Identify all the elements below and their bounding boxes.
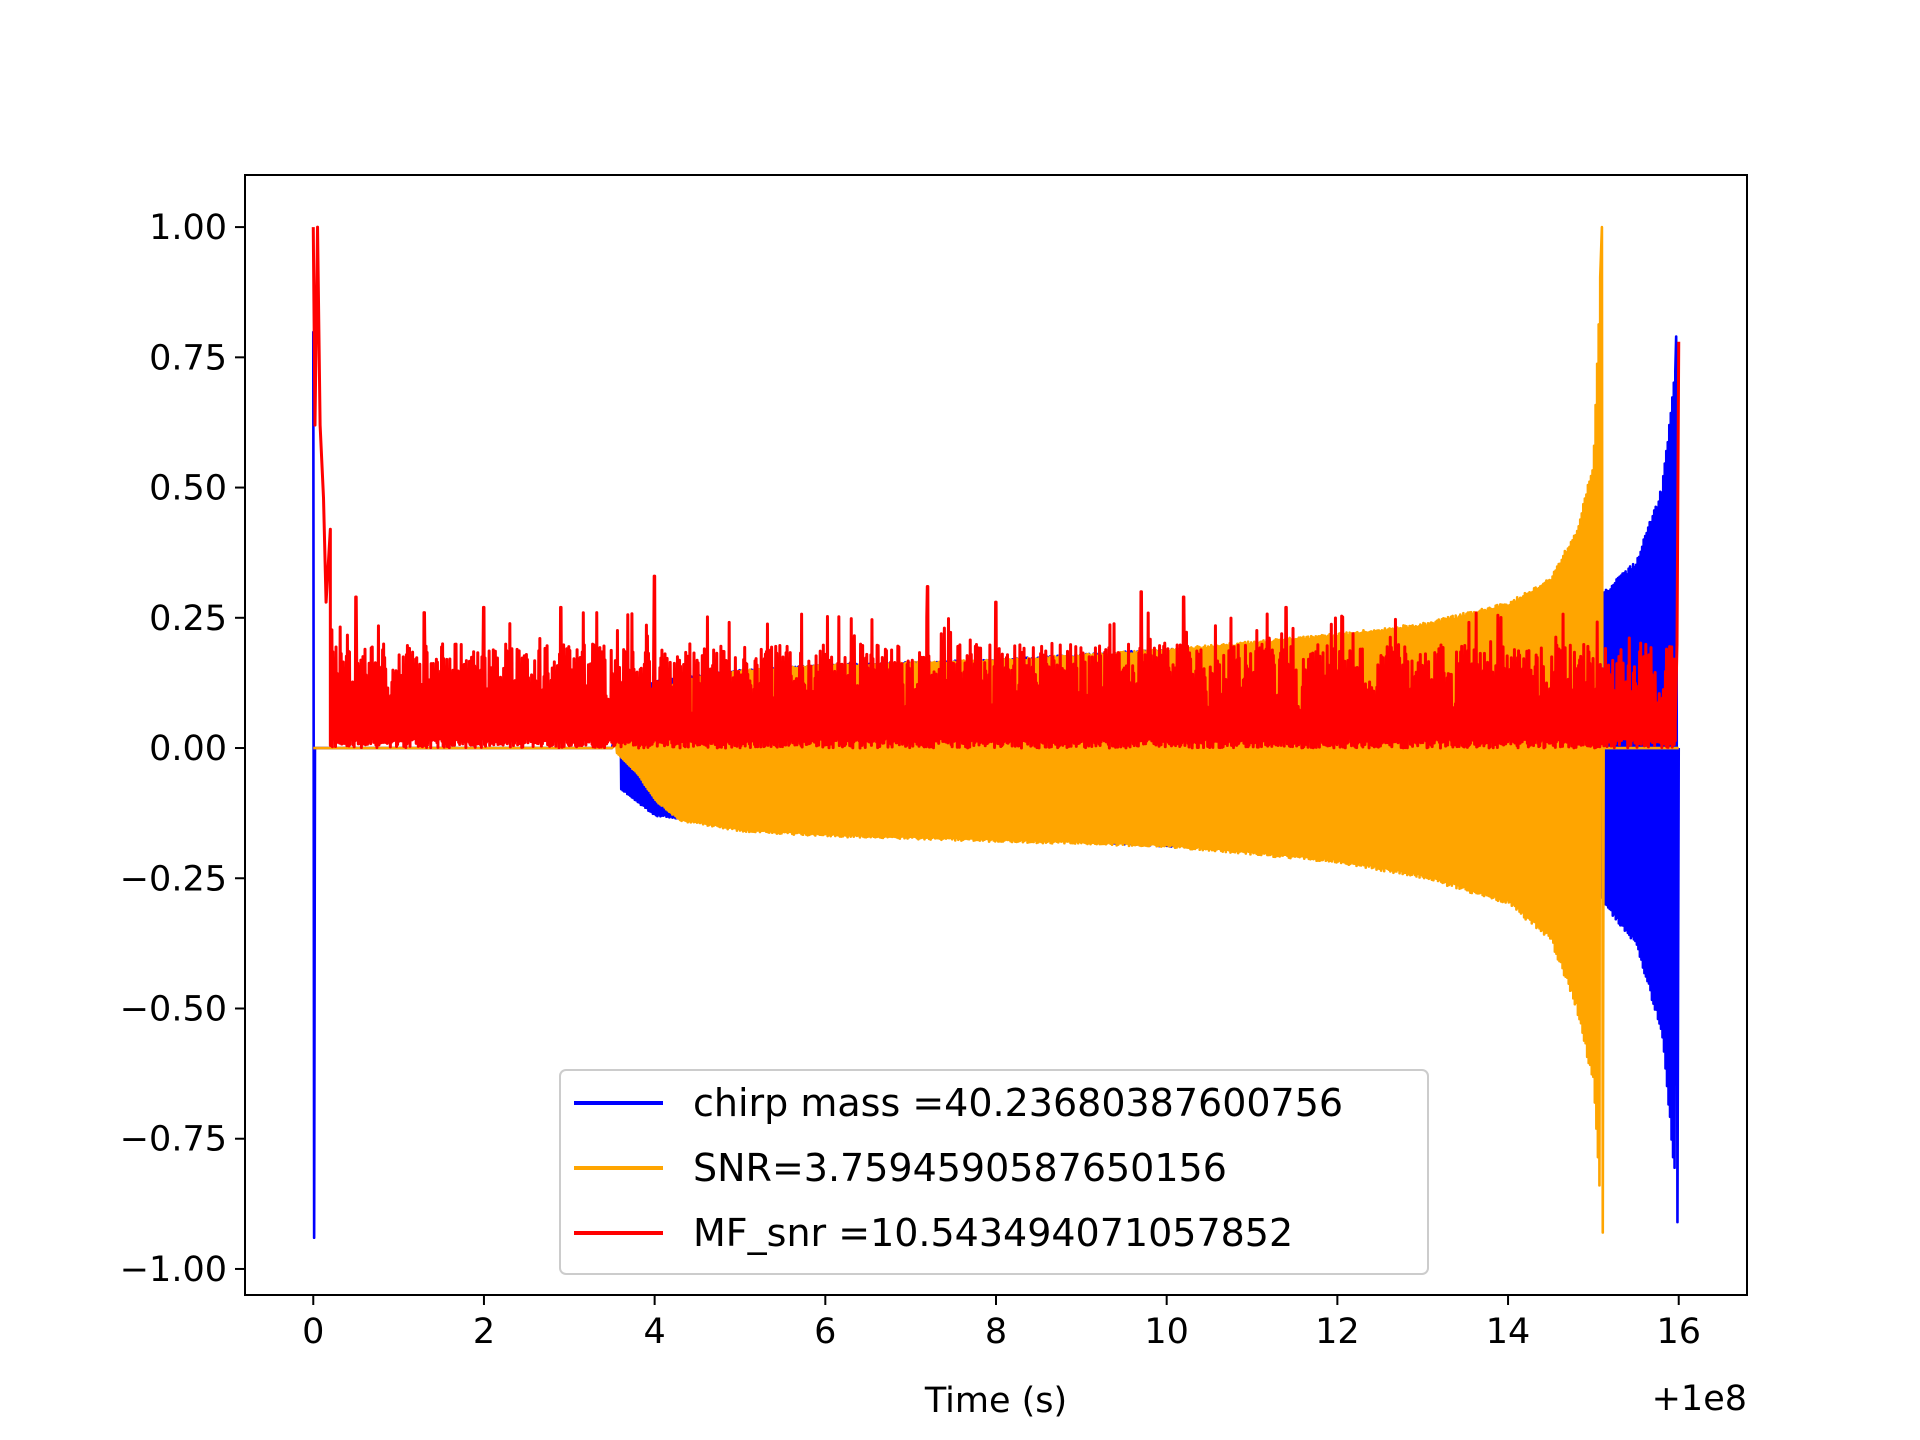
x-tick-label: 2: [473, 1312, 495, 1352]
x-tick-label: 10: [1144, 1312, 1189, 1352]
x-tick-label: 6: [814, 1312, 836, 1352]
legend-box: [559, 1069, 1429, 1275]
y-tick-label: 0.75: [149, 338, 227, 378]
y-axis: 1.00 0.75 0.50 0.25 0.00 −0.25 −0.50 −0.75 −1.00: [120, 208, 245, 1290]
legend-label-mf-snr: MF_snr =10.543494071057852: [693, 1211, 1293, 1255]
y-tick-label: −0.25: [120, 859, 227, 899]
x-tick-label: 8: [985, 1312, 1007, 1352]
y-tick-label: 0.50: [149, 469, 227, 509]
x-axis-label: Time (s): [924, 1381, 1067, 1421]
legend-label-chirp-mass: chirp mass =40.23680387600756: [693, 1081, 1343, 1125]
x-tick-label: 14: [1486, 1312, 1531, 1352]
y-tick-label: −0.75: [120, 1120, 227, 1160]
x-axis: 0 2 4 6 8 10 12 14 16: [302, 1295, 1701, 1352]
x-tick-label: 12: [1315, 1312, 1360, 1352]
y-tick-label: −0.50: [120, 989, 227, 1029]
y-tick-label: 0.25: [149, 599, 227, 639]
series-line-mf-snr: [311, 225, 1681, 750]
y-tick-label: 0.00: [149, 729, 227, 769]
legend: chirp mass =40.23680387600756 SNR=3.7594…: [559, 1069, 1429, 1275]
series-layer: [311, 225, 1681, 1239]
y-tick-label: 1.00: [149, 208, 227, 248]
x-tick-label: 0: [302, 1312, 324, 1352]
legend-label-snr: SNR=3.7594590587650156: [693, 1146, 1227, 1190]
x-tick-label: 16: [1656, 1312, 1701, 1352]
y-tick-label: −1.00: [120, 1250, 227, 1290]
x-axis-offset-label: +1e8: [1652, 1379, 1747, 1419]
x-tick-label: 4: [643, 1312, 665, 1352]
